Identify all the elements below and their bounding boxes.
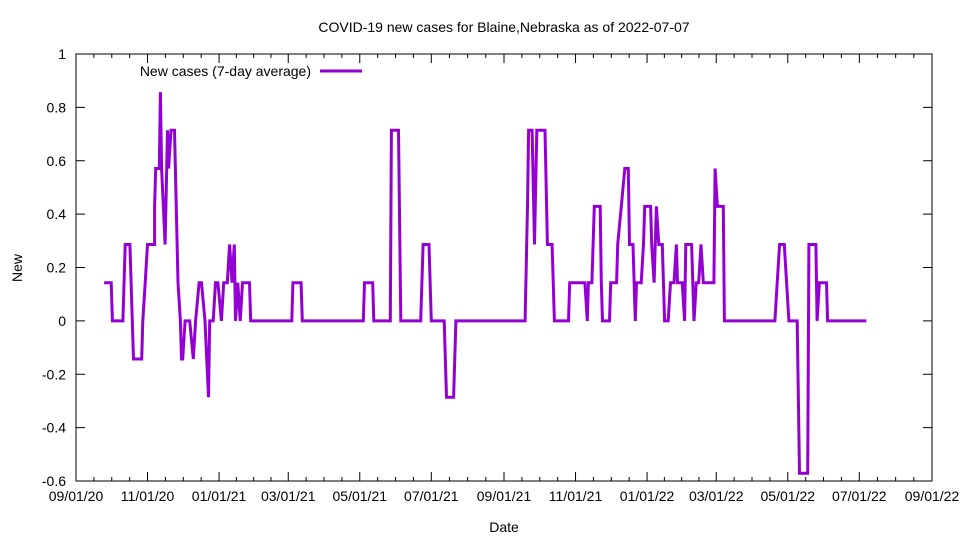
x-axis-label: Date <box>489 519 519 535</box>
legend-label: New cases (7-day average) <box>140 63 311 79</box>
y-tick-label: -0.2 <box>42 366 66 382</box>
y-axis-label: New <box>9 253 25 282</box>
x-tick-label: 05/01/22 <box>761 488 816 504</box>
x-tick-label: 01/01/22 <box>620 488 675 504</box>
x-tick-label: 03/01/22 <box>689 488 744 504</box>
y-tick-label: 0.6 <box>47 153 67 169</box>
x-tick-label: 01/01/21 <box>192 488 247 504</box>
x-tick-label: 11/01/21 <box>549 488 603 504</box>
y-axis: -0.6 -0.4 -0.2 0 0.2 0.4 0.6 0.8 1 <box>42 46 932 489</box>
y-tick-label: 0.8 <box>47 99 67 115</box>
x-tick-label: 11/01/20 <box>121 488 175 504</box>
y-tick-label: -0.6 <box>42 473 66 489</box>
x-tick-label: 05/01/21 <box>333 488 388 504</box>
x-tick-label: 09/01/22 <box>905 488 960 504</box>
x-tick-label: 07/01/22 <box>832 488 887 504</box>
legend: New cases (7-day average) <box>140 63 362 79</box>
y-tick-label: 0.2 <box>47 260 67 276</box>
y-tick-label: 1 <box>58 46 66 62</box>
series-group <box>104 92 867 475</box>
x-tick-label: 09/01/21 <box>477 488 532 504</box>
x-axis: 09/01/20 11/01/20 01/01/21 03/01/21 05/01/21… <box>49 54 960 504</box>
chart-title: COVID-19 new cases for Blaine,Nebraska a… <box>318 19 689 35</box>
y-tick-label: 0 <box>58 313 66 329</box>
plot-border <box>75 53 933 482</box>
y-tick-label: -0.4 <box>42 420 66 436</box>
x-tick-label: 09/01/20 <box>49 488 104 504</box>
series-line-new-cases <box>104 92 867 475</box>
y-tick-label: 0.4 <box>47 206 67 222</box>
x-tick-label: 07/01/21 <box>404 488 459 504</box>
x-tick-label: 03/01/21 <box>261 488 316 504</box>
